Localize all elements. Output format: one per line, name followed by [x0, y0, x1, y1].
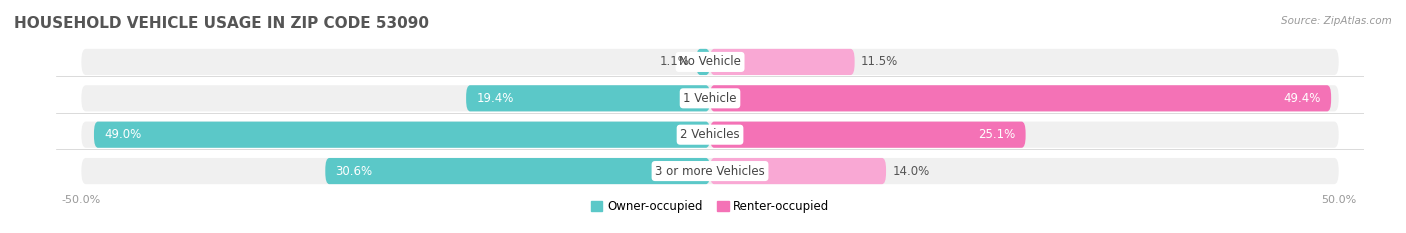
Text: 1 Vehicle: 1 Vehicle	[683, 92, 737, 105]
Text: 30.6%: 30.6%	[336, 164, 373, 178]
Text: 49.0%: 49.0%	[104, 128, 141, 141]
FancyBboxPatch shape	[82, 122, 1339, 148]
Text: HOUSEHOLD VEHICLE USAGE IN ZIP CODE 53090: HOUSEHOLD VEHICLE USAGE IN ZIP CODE 5309…	[14, 16, 429, 31]
Text: 19.4%: 19.4%	[477, 92, 513, 105]
FancyBboxPatch shape	[467, 85, 710, 111]
FancyBboxPatch shape	[696, 49, 710, 75]
Text: 49.4%: 49.4%	[1284, 92, 1322, 105]
FancyBboxPatch shape	[94, 122, 710, 148]
Text: No Vehicle: No Vehicle	[679, 55, 741, 69]
Text: Source: ZipAtlas.com: Source: ZipAtlas.com	[1281, 16, 1392, 26]
Text: 3 or more Vehicles: 3 or more Vehicles	[655, 164, 765, 178]
FancyBboxPatch shape	[710, 85, 1331, 111]
Text: 1.1%: 1.1%	[659, 55, 690, 69]
FancyBboxPatch shape	[325, 158, 710, 184]
Legend: Owner-occupied, Renter-occupied: Owner-occupied, Renter-occupied	[586, 195, 834, 218]
FancyBboxPatch shape	[82, 49, 1339, 75]
Text: 25.1%: 25.1%	[979, 128, 1015, 141]
Text: 14.0%: 14.0%	[893, 164, 929, 178]
FancyBboxPatch shape	[82, 158, 1339, 184]
FancyBboxPatch shape	[710, 158, 886, 184]
Text: 2 Vehicles: 2 Vehicles	[681, 128, 740, 141]
Text: 11.5%: 11.5%	[860, 55, 898, 69]
FancyBboxPatch shape	[710, 122, 1025, 148]
FancyBboxPatch shape	[82, 85, 1339, 111]
FancyBboxPatch shape	[710, 49, 855, 75]
